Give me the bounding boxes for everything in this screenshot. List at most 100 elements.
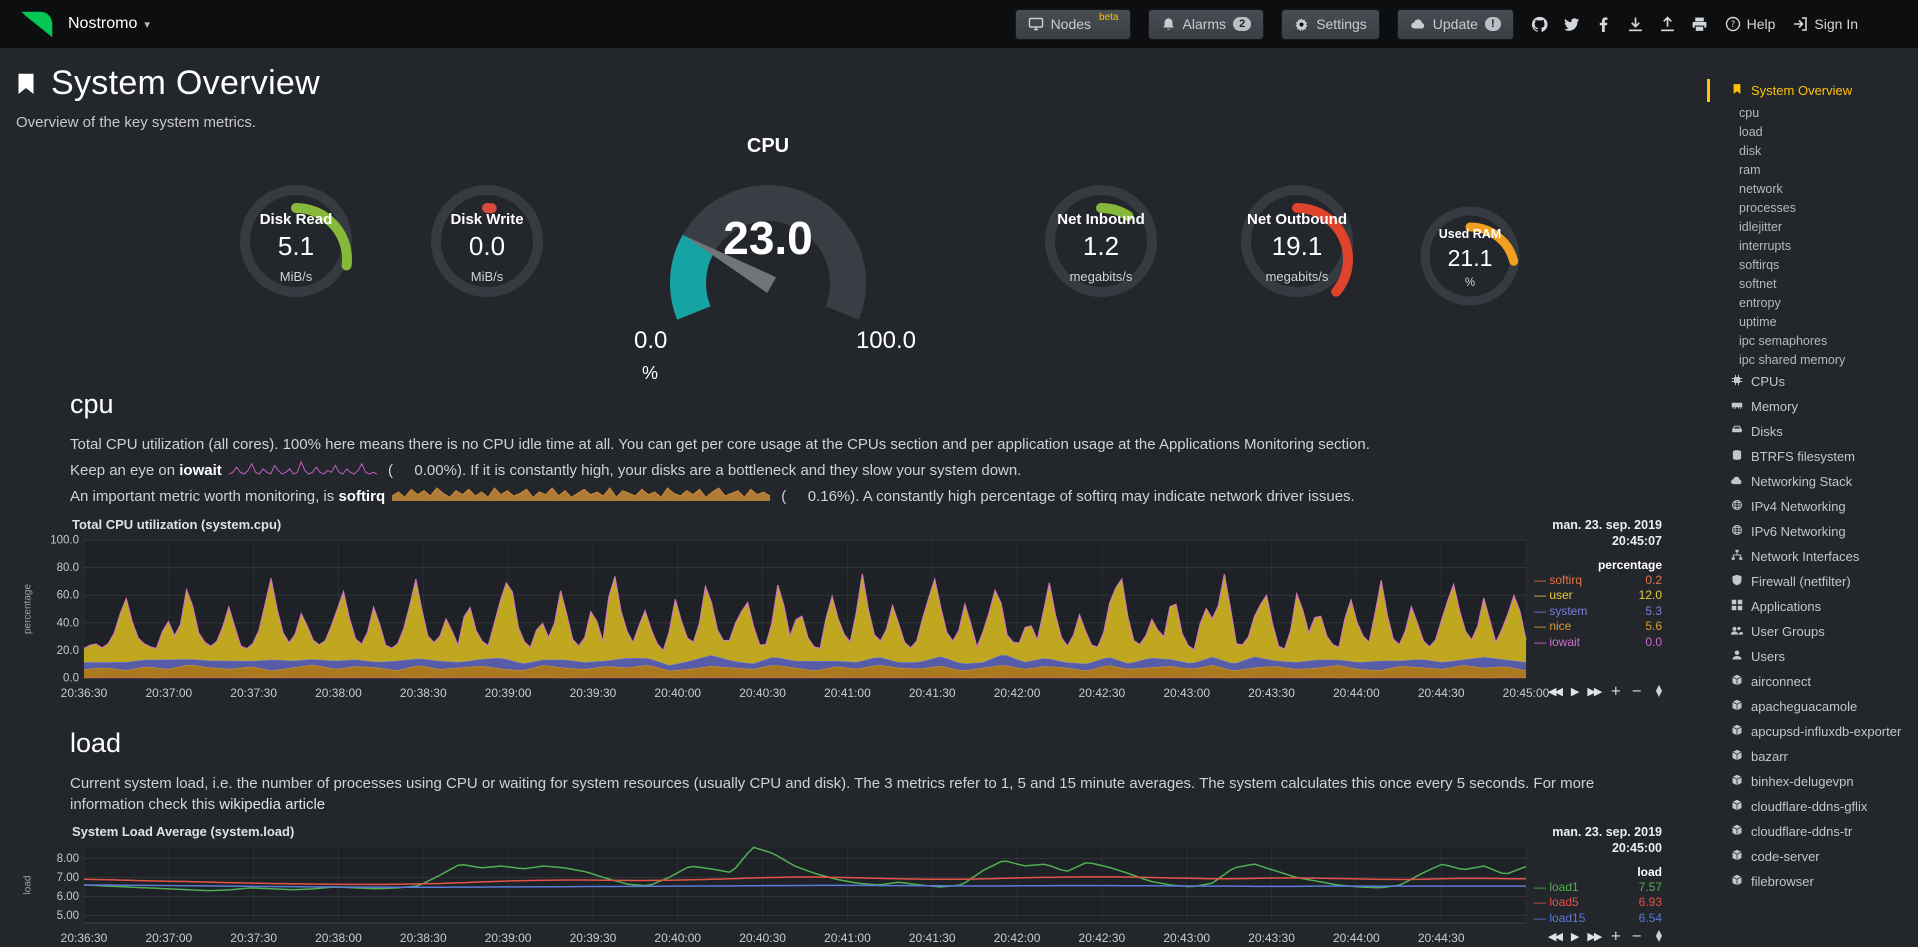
sidebar-item-memory[interactable]: Memory — [1729, 394, 1912, 419]
zoom-out-button[interactable]: − — [1631, 928, 1643, 944]
fast-forward-button[interactable]: ▶▶ — [1587, 929, 1602, 943]
sidebar-item-cpu[interactable]: cpu — [1729, 103, 1912, 122]
sidebar-item-network-interfaces[interactable]: Network Interfaces — [1729, 544, 1912, 569]
sidebar-item-ram[interactable]: ram — [1729, 160, 1912, 179]
sidebar-item-ipc-semaphores[interactable]: ipc semaphores — [1729, 331, 1912, 350]
chart-main: System Load Average (system.load) load 5.0… — [20, 824, 1530, 947]
hostname-dropdown[interactable]: Nostromo ▾ — [68, 15, 150, 33]
nodes-button[interactable]: Nodes beta — [1014, 8, 1131, 40]
netdata-logo[interactable] — [20, 10, 54, 39]
sidebar-item-softirqs[interactable]: softirqs — [1729, 255, 1912, 274]
legend-entry-softirq[interactable]: — softirq 0.2 — [1534, 573, 1662, 589]
netdata-logo-icon — [21, 11, 53, 37]
legend-entry-nice[interactable]: — nice 5.6 — [1534, 619, 1662, 635]
legend-entry-load5[interactable]: — load5 6.93 — [1534, 895, 1662, 911]
cpu-gauge-max: 100.0 — [855, 327, 916, 354]
sidebar-item-cpus[interactable]: CPUs — [1729, 369, 1912, 394]
help-button[interactable]: ? Help — [1725, 16, 1775, 32]
sidebar-item-load[interactable]: load — [1729, 122, 1912, 141]
zoom-out-button[interactable]: − — [1631, 683, 1643, 699]
signin-button[interactable]: Sign In — [1792, 16, 1858, 32]
svg-text:?: ? — [1730, 20, 1735, 30]
rewind-button[interactable]: ◀◀ — [1548, 684, 1563, 698]
disk-read-gauge[interactable]: Disk Read 5.1 MiB/s — [236, 181, 356, 301]
sidebar-item-ipv4-networking[interactable]: IPv4 Networking — [1729, 494, 1912, 519]
sidebar-item-softnet[interactable]: softnet — [1729, 274, 1912, 293]
load-section: load Current system load, i.e. the numbe… — [0, 728, 1707, 947]
sidebar-item-filebrowser[interactable]: filebrowser — [1729, 869, 1912, 894]
alarms-button[interactable]: Alarms 2 — [1147, 8, 1265, 40]
sidebar-item-entropy[interactable]: entropy — [1729, 293, 1912, 312]
sidebar-item-interrupts[interactable]: interrupts — [1729, 236, 1912, 255]
legend-name: — user — [1534, 588, 1573, 602]
play-button[interactable]: ▶ — [1570, 929, 1580, 943]
legend-entry-load15[interactable]: — load15 6.54 — [1534, 911, 1662, 927]
rewind-button[interactable]: ◀◀ — [1548, 929, 1563, 943]
sidebar-item-system-overview[interactable]: System Overview — [1707, 78, 1912, 103]
load-average-chart[interactable]: System Load Average (system.load) load 5.0… — [20, 824, 1663, 947]
y-axis-label: percentage — [22, 583, 34, 634]
resize-handle[interactable]: ▲ ▼ — [1655, 683, 1662, 698]
sidebar-item-ipv6-networking[interactable]: IPv6 Networking — [1729, 519, 1912, 544]
legend-entry-system[interactable]: — system 5.3 — [1534, 604, 1662, 620]
settings-button[interactable]: Settings — [1281, 8, 1380, 40]
sidebar-item-idlejitter[interactable]: idlejitter — [1729, 217, 1912, 236]
update-button[interactable]: Update ! — [1396, 8, 1514, 40]
facebook-icon[interactable] — [1595, 16, 1612, 33]
wikipedia-link[interactable]: wikipedia article — [219, 796, 326, 813]
net-inbound-gauge[interactable]: Net Inbound 1.2 megabits/s — [1041, 181, 1161, 301]
sidebar-item-processes[interactable]: processes — [1729, 198, 1912, 217]
sidebar-item-networking-stack[interactable]: Networking Stack — [1729, 469, 1912, 494]
upload-icon[interactable] — [1659, 15, 1676, 33]
softirq-sparkline[interactable] — [391, 486, 771, 509]
sidebar-item-users[interactable]: Users — [1729, 644, 1912, 669]
sidebar-item-applications[interactable]: Applications — [1729, 594, 1912, 619]
sidebar-item-binhex-delugevpn[interactable]: binhex-delugevpn — [1729, 769, 1912, 794]
net-outbound-gauge[interactable]: Net Outbound 19.1 megabits/s — [1237, 181, 1357, 301]
print-icon[interactable] — [1691, 16, 1708, 33]
iowait-sparkline[interactable] — [228, 460, 378, 483]
plot-area[interactable]: 0.0 20.0 40.0 60.0 80.0 100.0 — [36, 534, 1530, 684]
sidebar-item-label: idlejitter — [1739, 219, 1783, 234]
iowait-line: Keep an eye on iowait (0.00%). If it is … — [70, 460, 1662, 483]
sidebar-item-apcupsd-influxdb-exporter[interactable]: apcupsd-influxdb-exporter — [1729, 719, 1912, 744]
zoom-in-button[interactable]: + — [1610, 683, 1622, 699]
sidebar-item-firewall-netfilter[interactable]: Firewall (netfilter) — [1729, 569, 1912, 594]
sidebar-item-label: IPv6 Networking — [1751, 524, 1846, 539]
sidebar-item-code-server[interactable]: code-server — [1729, 844, 1912, 869]
cpu-section-heading: cpu — [70, 389, 114, 419]
twitter-icon[interactable] — [1563, 16, 1580, 33]
sidebar-item-disks[interactable]: Disks — [1729, 419, 1912, 444]
download-icon[interactable] — [1627, 16, 1644, 33]
play-button[interactable]: ▶ — [1570, 684, 1580, 698]
sidebar-item-airconnect[interactable]: airconnect — [1729, 669, 1912, 694]
sidebar-item-label: binhex-delugevpn — [1751, 774, 1854, 789]
sidebar-item-btrfs-filesystem[interactable]: BTRFS filesystem — [1729, 444, 1912, 469]
sidebar-item-user-groups[interactable]: User Groups — [1729, 619, 1912, 644]
used-ram-gauge[interactable]: Used RAM 21.1 % — [1417, 203, 1523, 309]
sidebar-item-ipc-shared-memory[interactable]: ipc shared memory — [1729, 350, 1912, 369]
zoom-in-button[interactable]: + — [1610, 928, 1622, 944]
cpu-utilization-chart[interactable]: Total CPU utilization (system.cpu) percen… — [20, 517, 1663, 702]
sidebar-item-network[interactable]: network — [1729, 179, 1912, 198]
legend-entry-iowait[interactable]: — iowait 0.0 — [1534, 635, 1662, 651]
x-tick-label: 20:44:30 — [1417, 685, 1465, 700]
sidebar-item-label: softirqs — [1739, 257, 1780, 272]
sidebar-item-disk[interactable]: disk — [1729, 141, 1912, 160]
sidebar-item-label: uptime — [1739, 314, 1777, 329]
cpu-gauge[interactable]: CPU 23.0 0.0 100.0 % — [618, 135, 918, 387]
fast-forward-button[interactable]: ▶▶ — [1587, 684, 1602, 698]
sidebar-item-cloudflare-ddns-gflix[interactable]: cloudflare-ddns-gflix — [1729, 794, 1912, 819]
legend-entry-load1[interactable]: — load1 7.57 — [1534, 880, 1662, 896]
github-icon[interactable] — [1531, 16, 1548, 33]
plot-area[interactable]: 5.00 6.00 7.00 8.00 — [36, 841, 1530, 929]
sidebar-item-apacheguacamole[interactable]: apacheguacamole — [1729, 694, 1912, 719]
resize-handle[interactable]: ▲ ▼ — [1655, 928, 1662, 943]
x-tick-label: 20:43:00 — [1163, 685, 1211, 700]
disk-write-gauge[interactable]: Disk Write 0.0 MiB/s — [427, 181, 547, 301]
legend-entry-user[interactable]: — user 12.0 — [1534, 588, 1662, 604]
sidebar-item-uptime[interactable]: uptime — [1729, 312, 1912, 331]
sidebar-item-cloudflare-ddns-tr[interactable]: cloudflare-ddns-tr — [1729, 819, 1912, 844]
load-text: Current system load, i.e. the number of … — [70, 774, 1595, 814]
sidebar-item-bazarr[interactable]: bazarr — [1729, 744, 1912, 769]
